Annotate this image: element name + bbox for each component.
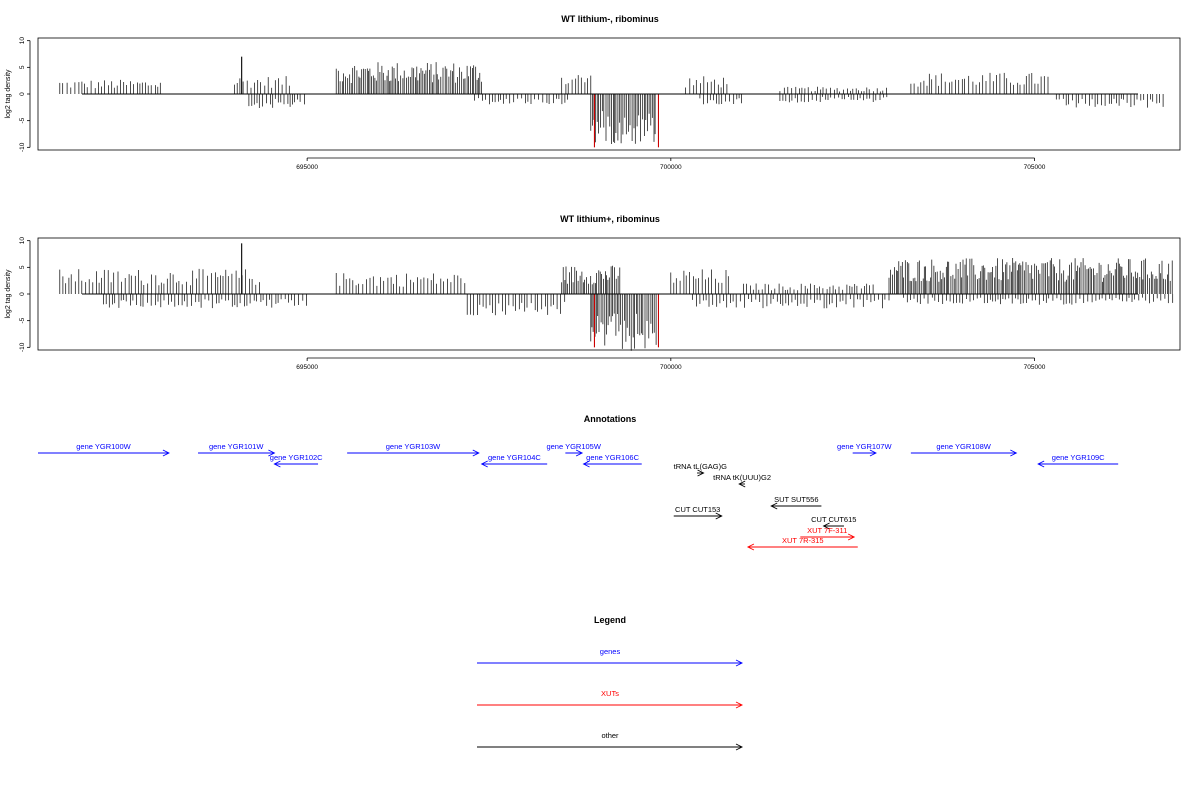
feature-arrow-head	[869, 449, 877, 457]
feature-label: gene YGR104C	[488, 453, 541, 462]
feature-arrow-head	[268, 449, 276, 457]
annotations-track: Annotations gene YGR100W gene YGR101Wgene…	[38, 414, 1119, 551]
annotation-feature: gene YGR109C	[1037, 453, 1119, 468]
plot-frame	[37, 237, 1181, 351]
panel-title: WT lithium-, ribominus	[561, 14, 659, 24]
legend: Legend genes XUTs other	[477, 615, 744, 751]
y-tick-label: -10	[19, 142, 26, 152]
x-tick-label: 705000	[1024, 164, 1046, 171]
feature-arrow-head	[273, 460, 281, 468]
coverage-bars	[59, 243, 1174, 351]
feature-label: gene YGR102C	[270, 453, 323, 462]
y-tick-label: 5	[19, 65, 26, 69]
y-tick-label: 10	[19, 237, 26, 245]
coverage-panel-lithium-plus: WT lithium+, ribominus log2 tag density …	[5, 214, 1181, 371]
y-axis: 10 5 0 -5 -10	[19, 37, 31, 152]
feature-arrow-head	[472, 449, 480, 457]
feature-label: gene YGR105W	[546, 442, 601, 451]
y-tick-label: 5	[19, 265, 26, 269]
feature-label: gene YGR109C	[1052, 453, 1105, 462]
annotation-feature: gene YGR102C	[270, 453, 323, 468]
feature-label: gene YGR103W	[386, 442, 441, 451]
feature-arrow-head	[697, 469, 705, 477]
x-tick-label: 695000	[296, 364, 318, 371]
annotations-title: Annotations	[584, 414, 637, 424]
annotation-feature: CUT CUT615	[811, 515, 856, 530]
feature-label: tRNA tK(UUU)G2	[713, 473, 771, 482]
annotation-feature: gene YGR107W	[837, 442, 892, 457]
annotation-feature: gene YGR104C	[480, 453, 548, 468]
feature-arrow-head	[847, 533, 856, 541]
legend-label: XUTs	[601, 689, 619, 698]
legend-title: Legend	[594, 615, 626, 625]
coverage-bars	[59, 56, 1164, 148]
annotation-feature: SUT SUT556	[770, 495, 822, 510]
coverage-panel-lithium-minus: WT lithium-, ribominus log2 tag density …	[5, 14, 1181, 171]
y-tick-label: 10	[19, 37, 26, 45]
legend-item: other	[477, 731, 744, 751]
feature-label: gene YGR101W	[209, 442, 264, 451]
x-tick-label: 700000	[660, 164, 682, 171]
feature-arrow-head	[582, 460, 590, 468]
legend-item: genes	[477, 647, 744, 667]
feature-arrow-head	[480, 460, 488, 468]
legend-arrow-head	[735, 659, 744, 667]
x-tick-label: 700000	[660, 364, 682, 371]
feature-arrow-head	[575, 449, 584, 457]
annotation-features: gene YGR100W gene YGR101W gene YGR102C gene…	[38, 442, 1119, 551]
feature-label: tRNA tL(GAG)G	[674, 462, 728, 471]
legend-arrow-head	[735, 701, 744, 709]
x-tick-label: 705000	[1024, 364, 1046, 371]
annotation-feature: CUT CUT153	[673, 505, 723, 520]
annotation-feature: gene YGR100W	[38, 442, 170, 457]
y-axis: 10 5 0 -5 -10	[19, 237, 31, 352]
panel-title: WT lithium+, ribominus	[560, 214, 660, 224]
legend-items: genes XUTs other	[477, 647, 744, 751]
feature-arrow-head	[746, 543, 755, 551]
annotation-feature: XUT 7F-311	[800, 526, 856, 541]
legend-label: other	[601, 731, 619, 740]
annotation-feature: gene YGR108W	[910, 442, 1018, 457]
feature-label: CUT CUT153	[675, 505, 720, 514]
annotation-feature: gene YGR101W	[198, 442, 276, 457]
annotation-feature: XUT 7R-315	[746, 536, 858, 551]
annotation-feature: gene YGR103W	[347, 442, 480, 457]
y-tick-label: -10	[19, 342, 26, 352]
x-axis: 695000 700000 705000	[296, 357, 1046, 371]
y-tick-label: 0	[19, 292, 26, 296]
feature-label: XUT 7R-315	[782, 536, 824, 545]
feature-label: CUT CUT615	[811, 515, 856, 524]
feature-label: gene YGR108W	[936, 442, 991, 451]
annotation-feature: tRNA tL(GAG)G	[674, 462, 728, 477]
annotation-feature: gene YGR106C	[582, 453, 642, 468]
legend-arrow-head	[735, 743, 744, 751]
y-axis-label: log2 tag density	[5, 69, 12, 119]
annotation-feature: tRNA tK(UUU)G2	[713, 473, 771, 488]
feature-arrow-head	[162, 449, 170, 457]
feature-label: gene YGR106C	[586, 453, 639, 462]
legend-label: genes	[600, 647, 621, 656]
feature-arrow-head	[1037, 460, 1045, 468]
y-axis-label: log2 tag density	[5, 269, 12, 319]
y-tick-label: -5	[19, 117, 26, 123]
feature-label: XUT 7F-311	[807, 526, 847, 535]
plot-frame	[37, 37, 1181, 151]
feature-arrow-head	[715, 512, 723, 520]
feature-label: gene YGR107W	[837, 442, 892, 451]
y-tick-label: 0	[19, 92, 26, 96]
feature-arrow-head	[738, 480, 746, 488]
feature-arrow-head	[770, 502, 778, 510]
annotation-feature: gene YGR105W	[546, 442, 602, 457]
x-tick-label: 695000	[296, 164, 318, 171]
feature-arrow-head	[822, 522, 830, 530]
y-tick-label: -5	[19, 317, 26, 323]
feature-label: gene YGR100W	[76, 442, 131, 451]
feature-label: SUT SUT556	[774, 495, 818, 504]
x-axis: 695000 700000 705000	[296, 157, 1046, 171]
feature-arrow-head	[1010, 449, 1018, 457]
legend-item: XUTs	[477, 689, 744, 709]
